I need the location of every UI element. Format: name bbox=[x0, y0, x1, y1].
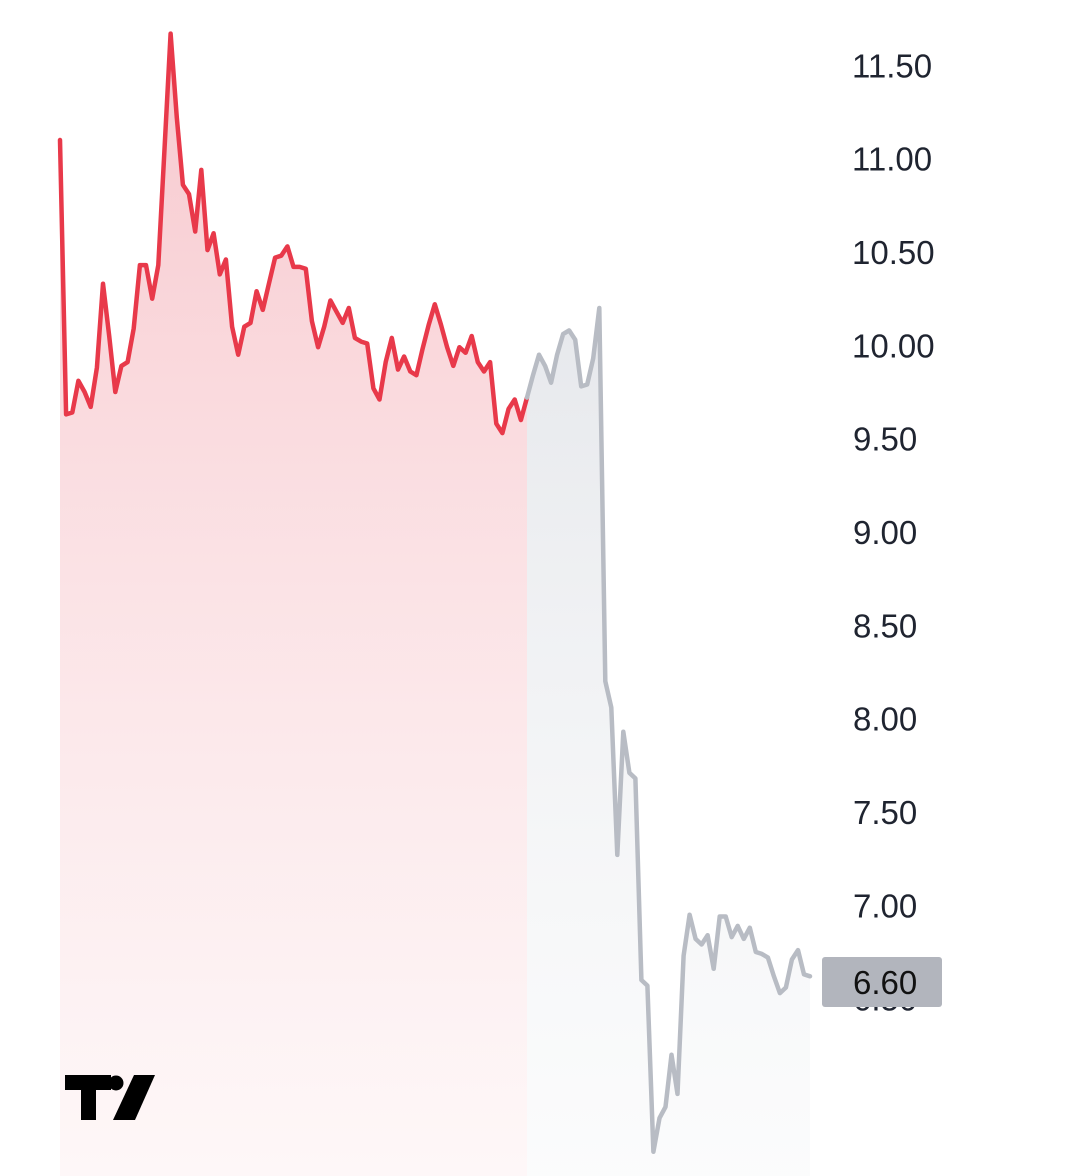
tradingview-logo-icon bbox=[65, 1075, 155, 1120]
last-price-label: 6.60 bbox=[822, 957, 942, 1007]
last-price-badge bbox=[822, 957, 942, 1007]
y-tick-label: 11.50 bbox=[852, 47, 932, 84]
y-axis: 11.50 11.00 10.50 10.00 9.50 9.00 8.50 8.00 7.50… bbox=[852, 47, 935, 1017]
y-tick-label: 8.50 bbox=[853, 607, 917, 644]
y-tick-label: 9.00 bbox=[853, 514, 917, 551]
highlighted-series-area bbox=[60, 33, 527, 1176]
remaining-series-line bbox=[524, 305, 813, 1154]
y-tick-label: 8.00 bbox=[853, 701, 917, 738]
y-tick-label: 11.00 bbox=[852, 141, 932, 178]
area-fill-layer bbox=[60, 33, 810, 1176]
y-tick-label: 10.50 bbox=[852, 234, 935, 271]
y-tick-label: 9.50 bbox=[853, 421, 917, 458]
last-price-value: 6.60 bbox=[853, 964, 917, 1001]
y-tick-label: 7.50 bbox=[853, 794, 917, 831]
line-layer bbox=[57, 31, 813, 1154]
highlighted-series-line bbox=[57, 31, 530, 436]
y-tick-label: 7.00 bbox=[853, 887, 917, 924]
y-tick-label: 10.00 bbox=[852, 327, 935, 364]
remaining-series-area bbox=[527, 308, 810, 1176]
